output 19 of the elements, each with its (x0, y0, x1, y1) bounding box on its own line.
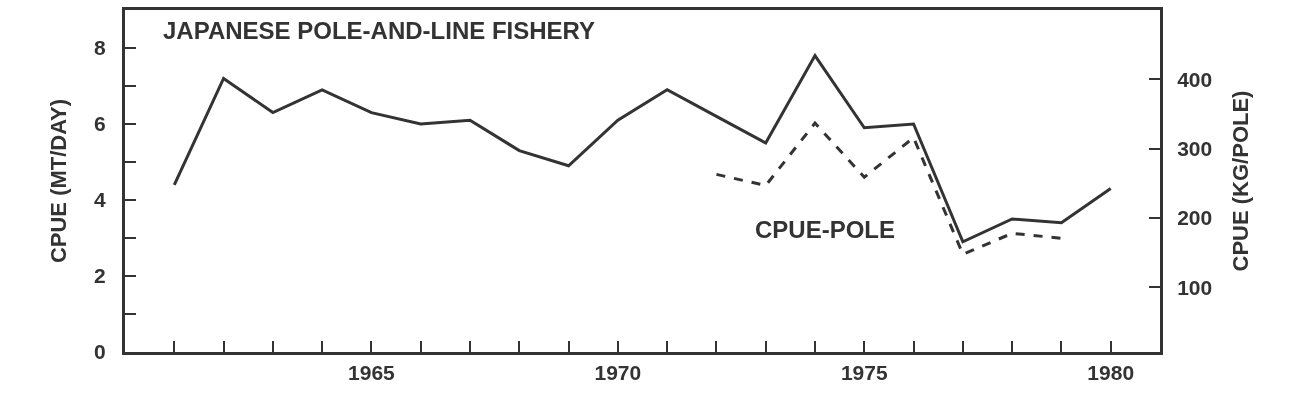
x-tick-label: 1980 (1087, 361, 1135, 385)
y2-axis-title: CPUE (KG/POLE) (1228, 90, 1254, 272)
y2-tick-label: 300 (1177, 137, 1213, 161)
y2-tick-label: 400 (1177, 67, 1213, 91)
line-series (714, 121, 1063, 256)
y-axis-title: CPUE (MT/DAY) (45, 98, 71, 264)
y-tick-label: 4 (94, 188, 107, 212)
x-tick-label: 1970 (594, 361, 642, 385)
y2-tick-label: 100 (1177, 275, 1213, 299)
y-tick-label: 2 (94, 264, 106, 288)
y-tick-label: 6 (94, 112, 106, 136)
y-tick-label: 8 (94, 36, 107, 60)
y-tick-label: 0 (94, 340, 106, 364)
x-tick-label: 1965 (348, 361, 396, 385)
line-series (172, 54, 1113, 244)
series-label: CPUE-POLE (755, 216, 896, 243)
x-tick-label: 1975 (840, 361, 888, 385)
chart-title: JAPANESE POLE-AND-LINE FISHERY (163, 17, 596, 44)
y2-tick-label: 200 (1177, 206, 1213, 230)
